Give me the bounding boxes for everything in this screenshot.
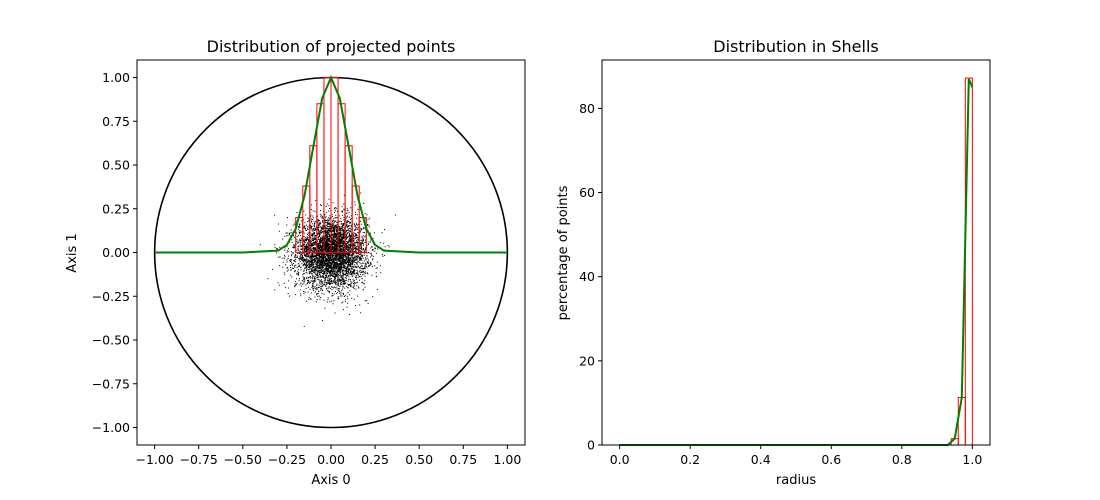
y-tick-label: 0.25	[102, 201, 130, 216]
left-x-axis-label: Axis 0	[311, 473, 350, 488]
y-tick-label: 1.00	[102, 70, 130, 85]
y-tick-label: 80	[579, 101, 595, 116]
x-tick-label: 0.8	[892, 452, 912, 467]
x-tick-label: −0.25	[268, 452, 306, 467]
x-tick-label: 0.4	[751, 452, 771, 467]
right-plot-area	[619, 77, 974, 446]
x-tick-label: −0.75	[180, 452, 218, 467]
left-plot-area	[153, 74, 509, 429]
x-tick-label: 1.00	[493, 452, 521, 467]
right-x-ticks: 0.0 0.2 0.4 0.6 0.8 1.0	[610, 445, 982, 467]
y-tick-label: −0.50	[92, 333, 130, 348]
left-y-ticks: −1.00 −0.75 −0.50 −0.25 0.00 0.25 0.50 0.75 1.00	[92, 70, 137, 435]
y-tick-label: 20	[579, 353, 595, 368]
right-chart: Distribution in Shells 0.0 0.2 0.4 0.6 0.8 1.…	[556, 37, 991, 488]
x-tick-label: 0.0	[610, 452, 630, 467]
x-tick-label: −1.00	[135, 452, 173, 467]
x-tick-label: 0.2	[680, 452, 700, 467]
right-axes-frame	[601, 59, 991, 446]
x-tick-label: 1.0	[962, 452, 982, 467]
left-chart: Distribution of projected points −1.00 −0…	[65, 37, 526, 488]
y-tick-label: 0	[587, 438, 595, 453]
shell-histogram-bar	[957, 396, 966, 446]
y-tick-label: 0.75	[102, 114, 130, 129]
shell-histogram-bar	[964, 77, 973, 446]
left-x-ticks: −1.00 −0.75 −0.50 −0.25 0.00 0.25 0.50 0.75 1.00	[135, 445, 521, 467]
left-scatter-cloud	[259, 192, 396, 327]
left-chart-title: Distribution of projected points	[207, 37, 456, 56]
x-tick-label: 0.25	[361, 452, 389, 467]
x-tick-label: 0.75	[449, 452, 477, 467]
y-tick-label: 0.50	[102, 158, 130, 173]
x-tick-label: 0.6	[821, 452, 841, 467]
x-tick-label: 0.00	[317, 452, 345, 467]
density-curve	[154, 74, 508, 254]
y-tick-label: 0.00	[102, 245, 130, 260]
right-y-axis-label: percentage of points	[556, 185, 571, 320]
y-tick-label: 60	[579, 185, 595, 200]
right-x-axis-label: radius	[776, 473, 816, 488]
y-tick-label: −0.75	[92, 376, 130, 391]
y-tick-label: −1.00	[92, 420, 130, 435]
right-y-ticks: 0 20 40 60 80	[579, 101, 602, 453]
shell-curve	[619, 78, 974, 446]
y-tick-label: −0.25	[92, 289, 130, 304]
x-tick-label: 0.50	[405, 452, 433, 467]
y-tick-label: 40	[579, 269, 595, 284]
x-tick-label: −0.50	[224, 452, 262, 467]
scatter-points	[259, 192, 396, 327]
right-chart-title: Distribution in Shells	[713, 37, 878, 56]
left-y-axis-label: Axis 1	[65, 233, 80, 272]
